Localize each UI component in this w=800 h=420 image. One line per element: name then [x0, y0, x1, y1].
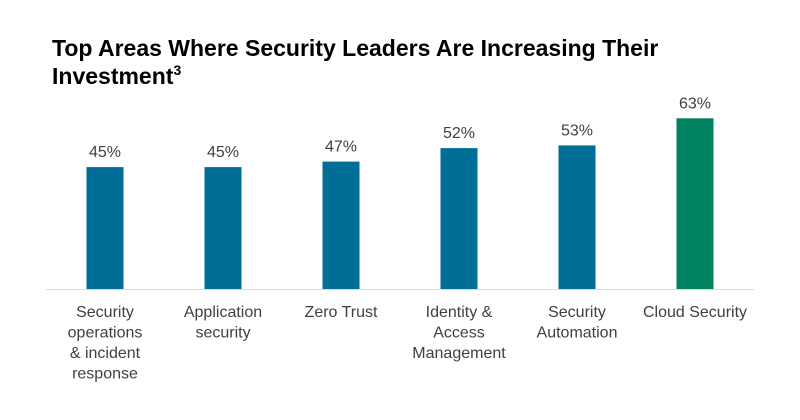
category-label-line: Identity &	[426, 304, 493, 321]
category-label-line: Zero Trust	[305, 304, 378, 321]
category-label-5: Cloud Security	[643, 304, 747, 321]
category-label-line: security	[195, 325, 250, 342]
category-label-line: Automation	[537, 325, 618, 342]
category-label-line: Cloud Security	[643, 304, 747, 321]
category-label-line: & incident	[70, 345, 141, 362]
category-label-line: Application	[184, 304, 262, 321]
category-labels-group: Security operations & incident response Appl…	[68, 304, 747, 383]
bar-1	[204, 167, 242, 290]
bars-group	[86, 118, 714, 290]
category-label-1: Application security	[184, 304, 262, 342]
category-label-line: Security	[548, 304, 606, 321]
category-label-line: operations	[68, 325, 143, 342]
bar-3	[440, 148, 478, 289]
category-label-line: Security	[76, 304, 134, 321]
value-label-4: 53%	[561, 122, 593, 139]
chart-title-text: Top Areas Where Security Leaders Are Inc…	[52, 35, 659, 89]
chart-title: Top Areas Where Security Leaders Are Inc…	[52, 34, 752, 90]
value-labels-group: 45% 45% 47% 52% 53% 63%	[89, 95, 711, 161]
category-label-line: response	[72, 366, 138, 383]
category-label-3: Identity & Access Management	[412, 304, 506, 362]
bar-0	[86, 167, 124, 290]
category-label-4: Security Automation	[537, 304, 618, 342]
bar-2	[322, 161, 360, 289]
value-label-1: 45%	[207, 144, 239, 161]
chart-title-footnote: 3	[173, 62, 182, 78]
category-label-2: Zero Trust	[305, 304, 378, 321]
category-label-0: Security operations & incident response	[68, 304, 143, 383]
category-label-line: Access	[433, 325, 485, 342]
value-label-2: 47%	[325, 139, 357, 156]
value-label-3: 52%	[443, 125, 475, 142]
category-label-line: Management	[412, 345, 506, 362]
bar-4	[558, 145, 596, 289]
value-label-0: 45%	[89, 144, 121, 161]
value-label-5: 63%	[679, 95, 711, 112]
bar-5	[676, 118, 714, 289]
